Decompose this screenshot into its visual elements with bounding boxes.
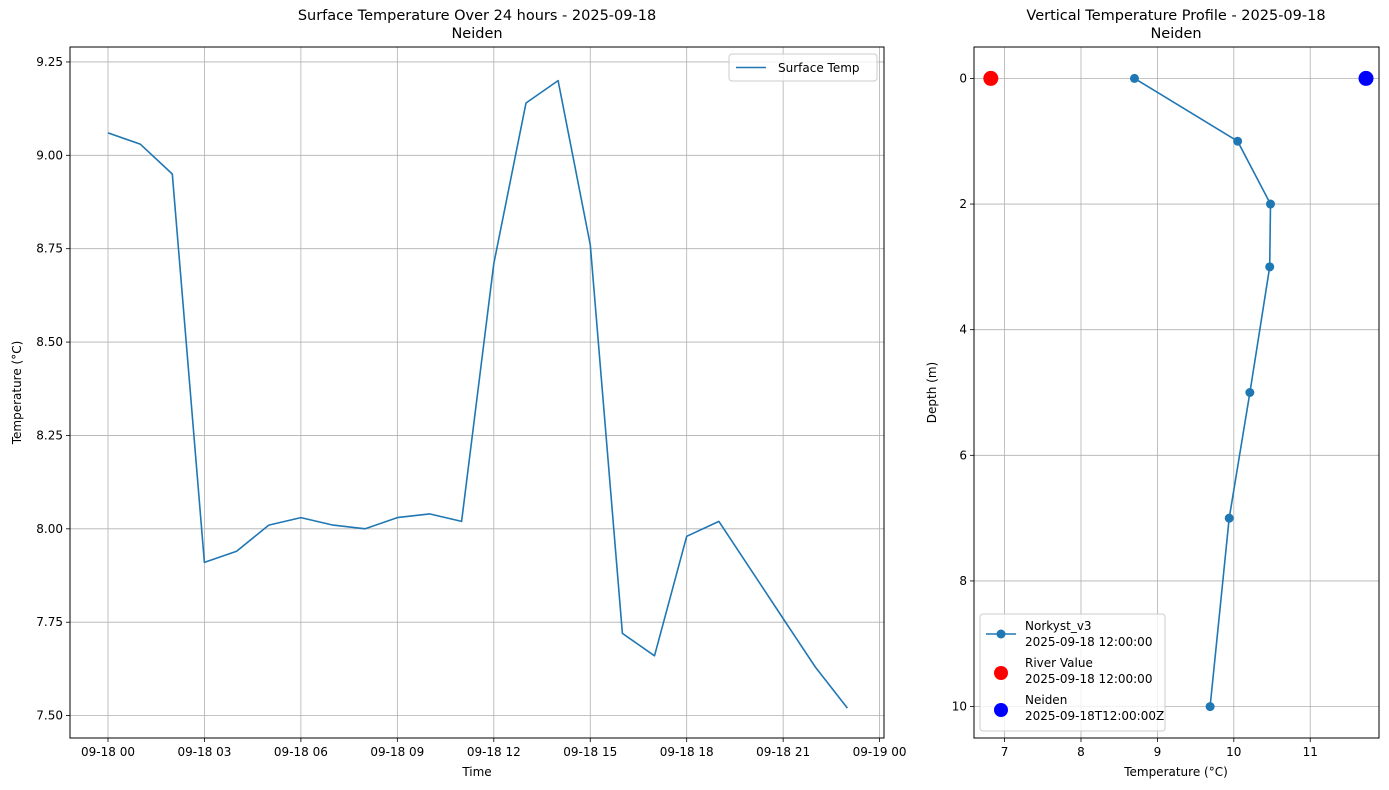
left-y-tick-label: 8.25 [36, 428, 63, 442]
left-grid [70, 47, 884, 738]
right-y-tick-label: 0 [959, 71, 967, 85]
left-y-tick-label: 7.75 [36, 615, 63, 629]
right-x-tick-label: 8 [1077, 745, 1085, 759]
left-x-tick-label: 09-18 15 [563, 745, 617, 759]
right-y-tick-label: 6 [959, 448, 967, 462]
vertical-profile-chart: Vertical Temperature Profile - 2025-09-1… [925, 8, 1380, 779]
right-x-tick-label: 10 [1226, 745, 1241, 759]
left-y-axis-label: Temperature (°C) [10, 341, 24, 446]
legend-river-date: 2025-09-18 12:00:00 [1025, 672, 1152, 686]
right-legend-box [979, 613, 1166, 732]
left-y-tick-label: 9.25 [36, 55, 63, 69]
left-x-axis-label: Time [461, 765, 491, 779]
right-y-tick-label: 4 [959, 323, 967, 337]
left-chart-subtitle: Neiden [451, 26, 502, 42]
left-legend-box [728, 53, 878, 82]
left-y-tick-label: 8.75 [36, 242, 63, 256]
legend-norkyst-label: Norkyst_v3 [1025, 619, 1092, 633]
norkyst-profile-point [1265, 262, 1275, 272]
right-marks [983, 70, 1374, 712]
legend-river-label: River Value [1025, 656, 1093, 670]
left-x-tick-label: 09-18 00 [81, 745, 135, 759]
right-y-tick-label: 2 [959, 197, 967, 211]
legend-river-swatch [994, 666, 1008, 680]
legend-neiden-swatch [994, 703, 1008, 717]
norkyst-profile-point [1205, 702, 1215, 712]
left-x-tick-label: 09-18 06 [274, 745, 328, 759]
left-x-tick-label: 09-19 00 [853, 745, 907, 759]
river-value-point [983, 70, 999, 86]
right-y-axis-label: Depth (m) [925, 362, 939, 423]
right-plot-frame [973, 46, 1380, 739]
left-marks [107, 79, 849, 709]
norkyst-profile-point [1224, 513, 1234, 523]
norkyst-profile-point [1129, 73, 1139, 83]
right-x-axis-label: Temperature (°C) [1123, 765, 1228, 779]
left-y-tick-label: 7.50 [36, 709, 63, 723]
right-chart-subtitle: Neiden [1150, 26, 1201, 42]
right-legend: Norkyst_v3 2025-09-18 12:00:00 River Val… [979, 613, 1166, 732]
right-x-tick-label: 11 [1303, 745, 1318, 759]
left-x-tick-label: 09-18 21 [756, 745, 810, 759]
surface-temp-line [107, 79, 849, 709]
norkyst-profile-point [1245, 388, 1255, 397]
neiden-point [1358, 70, 1374, 86]
left-plot-frame [69, 46, 885, 739]
legend-norkyst-swatch-marker [996, 629, 1006, 639]
left-chart-title: Surface Temperature Over 24 hours - 2025… [298, 8, 656, 24]
left-y-tick-label: 8.00 [36, 522, 63, 536]
legend-neiden-label: Neiden [1025, 693, 1067, 707]
left-x-tick-label: 09-18 12 [467, 745, 521, 759]
left-x-tick-label: 09-18 03 [177, 745, 231, 759]
right-x-tick-label: 9 [1154, 745, 1162, 759]
right-y-tick-label: 8 [959, 574, 967, 588]
right-ticks: 7 8 9 10 11 0 2 4 6 8 10 [952, 71, 1318, 759]
legend-surface-temp-label: Surface Temp [778, 61, 860, 75]
left-x-tick-label: 09-18 18 [660, 745, 714, 759]
right-chart-title: Vertical Temperature Profile - 2025-09-1… [1026, 8, 1325, 24]
norkyst-profile-point [1265, 199, 1275, 209]
left-y-tick-label: 8.50 [36, 335, 63, 349]
left-y-tick-label: 9.00 [36, 148, 63, 162]
right-x-tick-label: 7 [1001, 745, 1009, 759]
norkyst-profile-point [1233, 136, 1243, 146]
left-x-tick-label: 09-18 09 [370, 745, 424, 759]
legend-neiden-date: 2025-09-18T12:00:00Z [1025, 709, 1164, 723]
left-legend: Surface Temp [728, 53, 878, 82]
left-ticks: 09-18 00 09-18 03 09-18 06 09-18 09 09-18 12… [36, 55, 906, 759]
surface-temperature-chart: Surface Temperature Over 24 hours - 2025… [10, 8, 907, 779]
right-y-tick-label: 10 [952, 700, 967, 714]
legend-norkyst-date: 2025-09-18 12:00:00 [1025, 635, 1152, 649]
